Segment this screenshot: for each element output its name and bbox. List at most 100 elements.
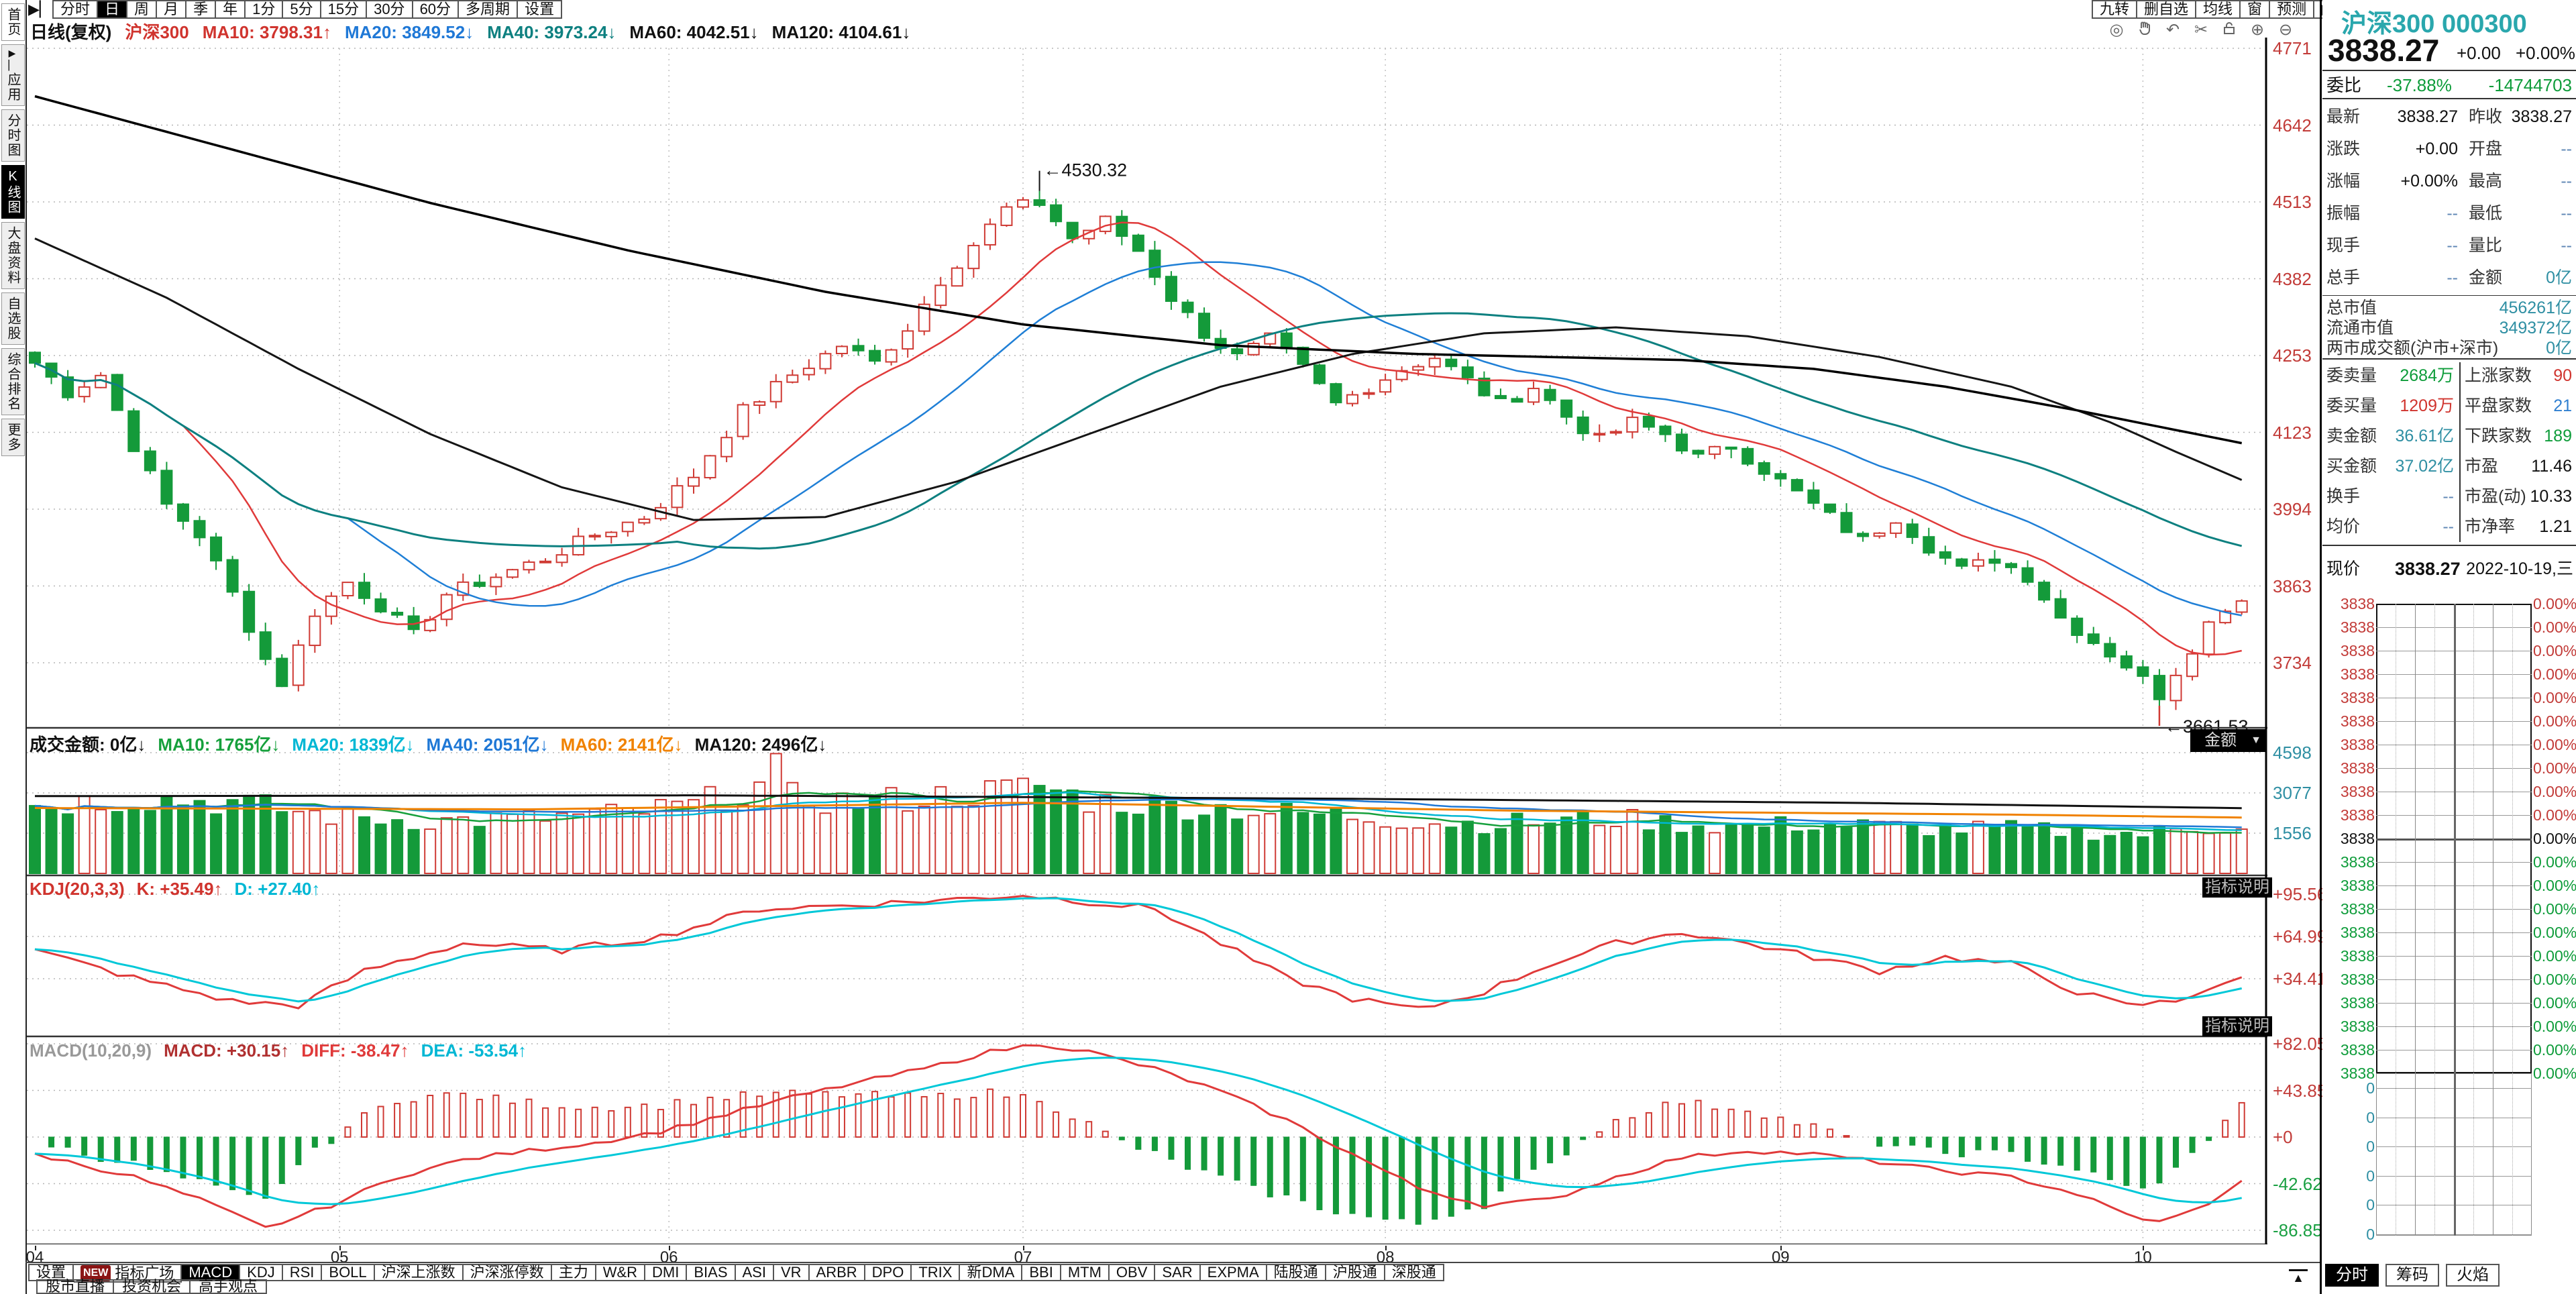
row-label: 量比 [2469,236,2503,255]
period-tab-30分[interactable]: 30分 [367,0,413,19]
mini-grid-vline [2454,1073,2456,1236]
indicator-tab-BIAS[interactable]: BIAS [687,1264,736,1281]
indicator-tab-MTM[interactable]: MTM [1061,1264,1110,1281]
indicator-tab-DMI[interactable]: DMI [645,1264,688,1281]
minute-chart-placeholder[interactable]: 3838 0.00% 3838 0.00% 3838 0.00% 3838 0.00% 3838… [2322,590,2576,1254]
xaxis-month-label: 09 [1771,1248,1790,1266]
period-tab-季[interactable]: 季 [186,0,217,19]
indicator-tab-TRIX[interactable]: TRIX [912,1264,961,1281]
bottom-tab-高手观点[interactable]: 高手观点 [191,1279,268,1294]
target-icon[interactable]: ◎ [2109,21,2124,39]
row-label: 买金额 [2326,457,2377,476]
indicator-tab-BBI[interactable]: BBI [1022,1264,1061,1281]
zoom-in-icon[interactable]: ⊕ [2250,21,2265,39]
indicator-tab-主力[interactable]: 主力 [551,1264,596,1281]
header-item: 成交金额: 0亿↓ [30,735,146,755]
sidebar-item-自选股[interactable]: 自选股 [1,292,25,345]
indicator-tab-ARBR[interactable]: ARBR [809,1264,865,1281]
row-label: 最低 [2469,204,2503,223]
bottom-tab-投资机会[interactable]: 投资机会 [114,1279,191,1294]
mini-price-label: 3838 [2340,877,2375,894]
toolbar-button-均线[interactable]: 均线 [2196,0,2241,19]
mini-tab-分时[interactable]: 分时 [2325,1264,2379,1287]
kdj-info-badge[interactable]: 指标说明 [2202,877,2272,898]
indicator-tab-bar: 设置 NEW 指标广场 MACD KDJ RSI BOLL 沪深上涨数 沪深涨停数 主力 W&R DM… [25,1262,2320,1283]
mini-tab-火焰[interactable]: 火焰 [2446,1264,2500,1287]
table-row: 委卖量 2684万 上涨家数 90 [2322,361,2576,391]
lock-icon[interactable] [2219,20,2239,41]
indicator-tab-深股通[interactable]: 深股通 [1385,1264,1444,1281]
mini-price-label: 3838 [2340,736,2375,753]
sidebar-item-首页[interactable]: 首页 [1,3,25,41]
macd-info-badge[interactable]: 指标说明 [2202,1016,2272,1036]
period-tab-多周期[interactable]: 多周期 [459,0,519,19]
price-axis-label: 4513 [2273,192,2312,212]
volume-type-dropdown[interactable]: 金额 ▼ [2190,729,2265,752]
row-value: -- [2447,236,2458,255]
period-tab-1分[interactable]: 1分 [246,0,284,19]
period-tab-设置[interactable]: 设置 [518,0,563,19]
indicator-tab-KDJ[interactable]: KDJ [240,1264,283,1281]
mini-chart-tabs: 分时 筹码 火焰 [2325,1264,2500,1287]
left-sidebar: 首页 ▶▏应用分时图 K线图大盘资料自选股综合排名更多 [0,0,27,1294]
scissors-icon[interactable]: ✂ [2194,21,2208,39]
indicator-tab-OBV[interactable]: OBV [1109,1264,1156,1281]
indicator-tab-沪深上涨数[interactable]: 沪深上涨数 [374,1264,464,1281]
xaxis-tick [2143,1246,2145,1250]
toolbar-button-窗[interactable]: 窗 [2241,0,2271,19]
indicator-tab-MACD[interactable]: MACD [182,1264,241,1281]
period-tab-月[interactable]: 月 [157,0,187,19]
indicator-tab-BOLL[interactable]: BOLL [322,1264,375,1281]
mini-tab-筹码[interactable]: 筹码 [2385,1264,2439,1287]
header-item: MA120: 2496亿↓ [694,735,827,755]
row-value: -- [2561,236,2572,255]
sidebar-item-K线图[interactable]: K线图 [1,165,25,219]
undo-icon[interactable]: ↶ [2165,21,2180,39]
indicator-tab-沪股通[interactable]: 沪股通 [1326,1264,1385,1281]
sidebar-item-更多[interactable]: 更多 [1,419,25,456]
indicator-plaza-tab[interactable]: NEW 指标广场 [74,1264,182,1283]
weibi-label: 委比 [2326,75,2362,95]
period-tab-年[interactable]: 年 [216,0,246,19]
indicator-tab-沪深涨停数[interactable]: 沪深涨停数 [463,1264,552,1281]
weibi-row: 委比 -37.88% -14744703 [2322,72,2576,98]
indicator-tab-新DMA[interactable]: 新DMA [960,1264,1023,1281]
bottom-tab-股市直播[interactable]: 股市直播 [36,1279,115,1294]
indicator-tab-VR[interactable]: VR [773,1264,810,1281]
header-item: 沪深300 [125,22,189,42]
zoom-out-icon[interactable]: ⊖ [2278,21,2293,39]
indicator-tab-SAR[interactable]: SAR [1155,1264,1201,1281]
nav-prev-icon[interactable]: ▶▏ [28,1,51,17]
period-tab-周[interactable]: 周 [127,0,158,19]
sidebar-item-分时图[interactable]: 分时图 [1,109,25,162]
indicator-tab-EXPMA[interactable]: EXPMA [1200,1264,1267,1281]
header-item: MACD(10,20,9) [30,1040,152,1061]
period-tab-分时[interactable]: 分时 [52,0,99,19]
indicator-tab-陆股通[interactable]: 陆股通 [1267,1264,1326,1281]
toolbar-button-预测[interactable]: 预测 [2270,0,2315,19]
table-row: 现手 -- 量比 -- [2322,229,2576,262]
toolbar-button-九转[interactable]: 九转 [2092,0,2138,19]
sidebar-item-大盘资料[interactable]: 大盘资料 [1,222,25,289]
indicator-tab-DPO[interactable]: DPO [865,1264,912,1281]
kline-chart-canvas[interactable]: ←4530.32←3661.53 [25,38,2267,1244]
header-item: MA10: 1765亿↓ [158,735,280,755]
indicator-tab-RSI[interactable]: RSI [282,1264,323,1281]
indicator-tab-ASI[interactable]: ASI [735,1264,774,1281]
toolbar-button-删自选[interactable]: 删自选 [2137,0,2197,19]
period-tab-5分[interactable]: 5分 [283,0,321,19]
mini-percent-label: 0.00% [2533,994,2576,1012]
indicator-tab-W&R[interactable]: W&R [596,1264,646,1281]
sidebar-item-应用[interactable]: ▶▏应用 [1,44,25,106]
price-axis-label: 4382 [2273,268,2312,289]
period-tab-15分[interactable]: 15分 [321,0,368,19]
sidebar-item-综合排名[interactable]: 综合排名 [1,348,25,415]
chevron-down-icon: ▼ [2251,735,2261,746]
period-tab-日[interactable]: 日 [98,0,128,19]
period-tab-60分[interactable]: 60分 [413,0,460,19]
xaxis-tick [669,1246,671,1250]
hand-icon[interactable] [2135,20,2155,41]
settings-button[interactable]: 设置 [28,1264,74,1281]
scroll-top-icon[interactable]: ▲ [2289,1269,2308,1285]
row-label: 最新 [2326,107,2361,126]
